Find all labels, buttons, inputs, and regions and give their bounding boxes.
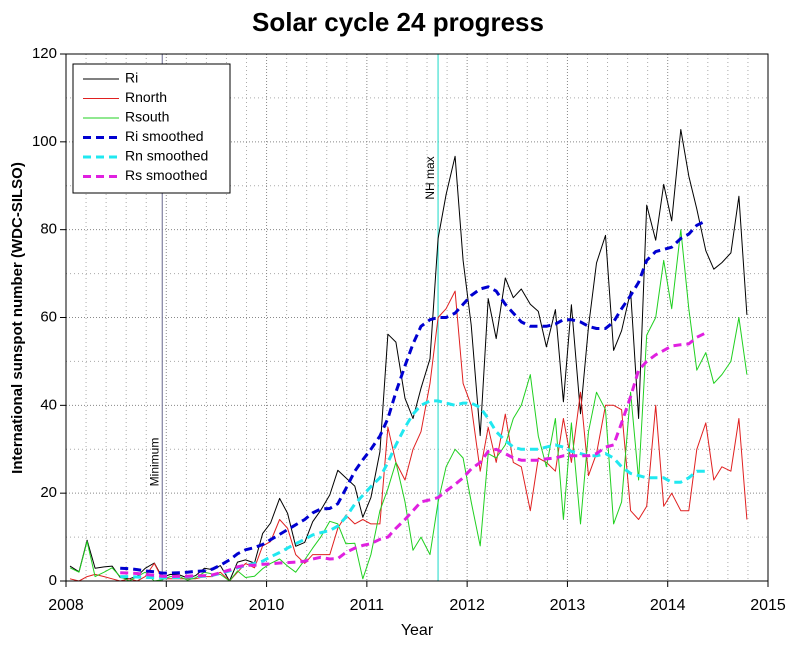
- x-tick-label: 2015: [750, 597, 786, 614]
- x-tick-label: 2010: [249, 597, 285, 614]
- y-tick-label: 120: [32, 45, 57, 62]
- legend-label: Rnorth: [125, 89, 167, 105]
- legend-label: Rs smoothed: [125, 167, 207, 183]
- y-tick-label: 0: [49, 572, 57, 589]
- series-line: [120, 219, 707, 575]
- legend-label: Rn smoothed: [125, 148, 208, 164]
- legend-label: Ri: [125, 70, 138, 86]
- x-tick-label: 2011: [350, 597, 385, 614]
- y-tick-label: 20: [40, 484, 57, 501]
- y-tick-label: 40: [40, 396, 57, 413]
- legend-label: Rsouth: [125, 109, 169, 125]
- series-line: [69, 229, 748, 582]
- y-tick-label: 80: [40, 221, 57, 238]
- x-tick-label: 2009: [148, 597, 184, 614]
- legend-label: Ri smoothed: [125, 128, 204, 144]
- x-tick-label: 2013: [550, 597, 586, 614]
- series-line: [120, 331, 707, 579]
- x-tick-label: 2008: [48, 597, 84, 614]
- legend-box: [72, 63, 231, 194]
- y-axis-label: International sunspot number (WDC-SILSO): [9, 162, 26, 474]
- y-tick-label: 60: [40, 308, 57, 325]
- chart-title: Solar cycle 24 progress: [252, 7, 544, 37]
- y-tick-label: 100: [32, 133, 57, 150]
- legend: Ri Rnorth Rsouth Ri smoothed Rn smoothed Rs s…: [72, 63, 231, 194]
- series-line: [120, 399, 706, 580]
- x-axis-label: Year: [401, 622, 434, 639]
- plot-frame: [65, 53, 769, 582]
- x-tick-label: 2012: [449, 597, 485, 614]
- annotation-label: NH max: [423, 156, 437, 199]
- series-line: [69, 129, 748, 582]
- annotation-label: Minimum: [147, 438, 161, 487]
- x-tick-label: 2014: [650, 597, 686, 614]
- series-line: [69, 290, 748, 582]
